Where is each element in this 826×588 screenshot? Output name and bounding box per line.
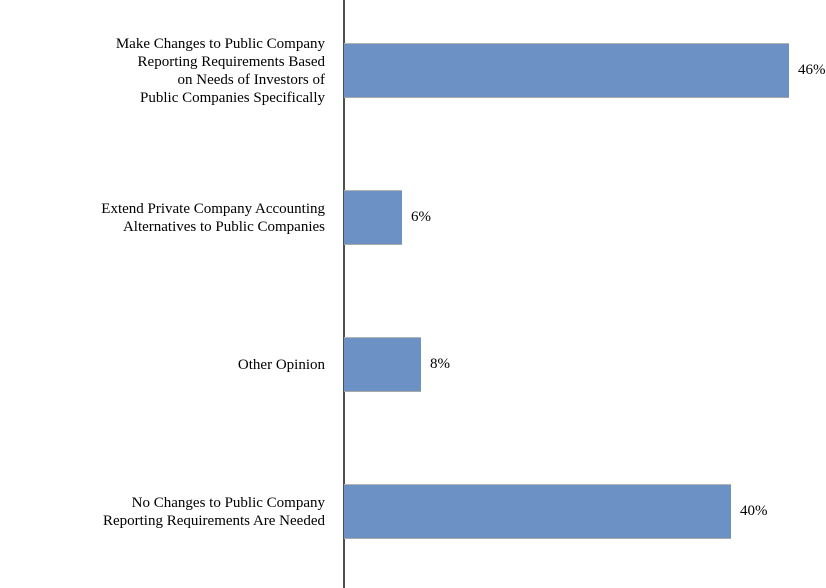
bar bbox=[344, 190, 402, 245]
bar bbox=[344, 337, 421, 392]
chart-row: Other Opinion 8% bbox=[0, 294, 826, 441]
chart-row: Make Changes to Public Company Reporting… bbox=[0, 0, 826, 147]
chart-row: No Changes to Public Company Reporting R… bbox=[0, 441, 826, 588]
category-label: Other Opinion bbox=[237, 356, 325, 373]
value-label: 6% bbox=[411, 209, 431, 225]
category-label: Extend Private Company Accounting Altern… bbox=[101, 200, 325, 235]
value-label: 40% bbox=[740, 503, 768, 519]
category-label: No Changes to Public Company Reporting R… bbox=[102, 494, 325, 529]
category-axis-line bbox=[343, 0, 345, 588]
value-label: 46% bbox=[798, 62, 826, 78]
value-label: 8% bbox=[430, 356, 450, 372]
bar bbox=[344, 43, 789, 98]
bar bbox=[344, 484, 731, 539]
chart-row: Extend Private Company Accounting Altern… bbox=[0, 147, 826, 294]
category-label: Make Changes to Public Company Reporting… bbox=[115, 35, 325, 106]
